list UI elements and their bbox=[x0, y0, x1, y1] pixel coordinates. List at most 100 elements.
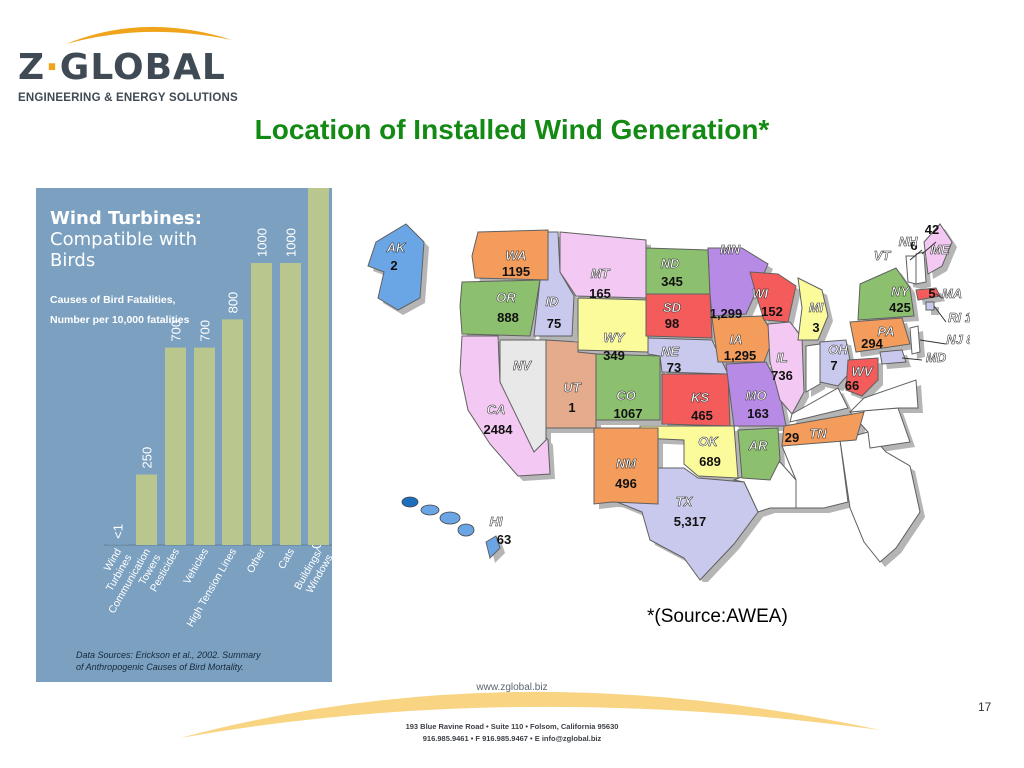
map-labels: AK2WA1195OR888ID75MT165ND345MN1,299WI152… bbox=[385, 222, 970, 547]
state-ny bbox=[857, 267, 915, 321]
leader-line bbox=[909, 249, 923, 261]
state-abbr-label: IA bbox=[730, 332, 743, 347]
state-abbr-label: PA bbox=[877, 324, 894, 339]
state-capacity-label: 2484 bbox=[484, 422, 514, 437]
state-abbr-label: IL bbox=[776, 350, 788, 365]
category-label: Other bbox=[245, 546, 269, 575]
state-il bbox=[767, 321, 805, 415]
state-abbr-label: MI bbox=[809, 300, 824, 315]
state-capacity-label: 345 bbox=[661, 274, 683, 289]
state-abbr-label: OH bbox=[828, 342, 848, 357]
source-note: *(Source:AWEA) bbox=[647, 606, 788, 627]
leader-line bbox=[935, 293, 943, 299]
state-ri bbox=[925, 301, 935, 311]
state-capacity-label: 1195 bbox=[502, 264, 530, 279]
hawaii-island bbox=[401, 496, 419, 508]
state-abbr-label: KS bbox=[691, 390, 709, 405]
state-abbr-label: MT bbox=[591, 266, 611, 281]
category-label: Cats bbox=[276, 547, 297, 572]
bird-fatality-panel: 010005000<125070070080010001000WindTurbi… bbox=[36, 188, 332, 682]
state-abbr-label: NH bbox=[899, 234, 918, 249]
state-nh bbox=[915, 251, 927, 285]
category-label: Buildings/Windows bbox=[292, 546, 332, 595]
logo-tagline: ENGINEERING & ENERGY SOLUTIONS bbox=[18, 92, 238, 104]
state-abbr-label: OK bbox=[698, 434, 719, 449]
panel-subtitle: Causes of Bird Fatalities, Number per 10… bbox=[50, 290, 250, 330]
state-abbr-label: CO bbox=[616, 388, 636, 403]
leader-line bbox=[919, 339, 947, 345]
hawaii-island bbox=[420, 504, 440, 516]
state-capacity-label: 465 bbox=[691, 408, 713, 423]
state-capacity-label: 66 bbox=[845, 378, 859, 393]
panel-title-line-2: Compatible with bbox=[50, 229, 198, 250]
state-abbr-label: AR bbox=[748, 438, 768, 453]
state-capacity-label: 294 bbox=[861, 336, 883, 351]
category-label-line: Cats bbox=[276, 547, 297, 572]
state-md bbox=[879, 349, 907, 365]
state-capacity-label: 73 bbox=[667, 360, 681, 375]
panel-title-bold: Wind Turbines: bbox=[50, 208, 202, 229]
state-abbr-label: RI 1 bbox=[948, 310, 970, 325]
bar-3 bbox=[194, 347, 215, 545]
state-mt bbox=[559, 231, 647, 299]
y-tick-label: 0 bbox=[309, 541, 324, 548]
bar-value-label: <1 bbox=[111, 524, 126, 539]
footer-address: 193 Blue Ravine Road • Suite 110 • Folso… bbox=[0, 721, 1024, 745]
leader-line bbox=[921, 241, 937, 255]
state-capacity-label: 888 bbox=[497, 310, 519, 325]
state-capacity-label: 7 bbox=[830, 358, 837, 373]
state-nm bbox=[593, 427, 659, 505]
state-abbr-label: MN bbox=[720, 242, 741, 257]
state-nj bbox=[909, 325, 921, 355]
state-abbr-label: NE bbox=[661, 344, 679, 359]
logo-wordmark: Z·GLOBAL bbox=[18, 47, 226, 88]
state-abbr-label: ND bbox=[661, 256, 680, 271]
leader-line bbox=[933, 305, 947, 323]
state-capacity-label: 496 bbox=[615, 476, 637, 491]
bar-2 bbox=[165, 347, 186, 545]
state-capacity-label: 42 bbox=[925, 222, 939, 237]
bar-6 bbox=[280, 263, 301, 545]
panel-footnote-line-2: of Anthropogenic Causes of Bird Mortalit… bbox=[76, 662, 244, 672]
panel-title: Wind Turbines: Compatible with Birds bbox=[50, 208, 202, 271]
category-label: Vehicles bbox=[181, 547, 211, 587]
state-me bbox=[923, 223, 953, 275]
state-capacity-label: 5 bbox=[928, 286, 935, 301]
state-capacity-label: 736 bbox=[771, 368, 793, 383]
state-abbr-label: OR bbox=[496, 290, 516, 305]
state-mn bbox=[707, 247, 769, 317]
state-vt bbox=[905, 255, 917, 285]
state-capacity-label: 3 bbox=[812, 320, 819, 335]
bar-value-label: 1000 bbox=[284, 228, 299, 257]
map-states bbox=[367, 223, 953, 581]
state-abbr-label: SD bbox=[663, 300, 682, 315]
bar-value-label: 800 bbox=[226, 292, 241, 314]
panel-title-line-3: Birds bbox=[50, 250, 96, 271]
company-logo: Z·GLOBAL ENGINEERING & ENERGY SOLUTIONS bbox=[14, 18, 254, 110]
state-hi bbox=[485, 535, 501, 559]
state-abbr-label: ME bbox=[930, 242, 950, 257]
state-oh bbox=[819, 339, 853, 387]
state-capacity-label: 1,299 bbox=[710, 306, 743, 321]
state-abbr-label: ID bbox=[546, 294, 560, 309]
bar-1 bbox=[136, 474, 157, 545]
bar-4 bbox=[222, 319, 243, 545]
state-capacity-label: 98 bbox=[665, 316, 679, 331]
state-capacity-label: 75 bbox=[547, 316, 561, 331]
state-unlabeled bbox=[789, 387, 849, 423]
state-abbr-label: WV bbox=[852, 364, 874, 379]
state-abbr-label: MA bbox=[942, 286, 962, 301]
state-pa bbox=[849, 317, 911, 353]
state-ak bbox=[367, 223, 425, 311]
state-abbr-label: HI bbox=[490, 514, 503, 529]
bar-7 bbox=[308, 188, 329, 545]
footer-swoosh bbox=[180, 691, 880, 738]
state-abbr-label: NJ 8 bbox=[946, 332, 970, 347]
state-abbr-label: AK bbox=[386, 240, 407, 255]
state-capacity-label: 5,317 bbox=[674, 514, 707, 529]
logo-swoosh bbox=[66, 26, 232, 44]
state-abbr-label: WY bbox=[604, 330, 626, 345]
state-or bbox=[459, 279, 541, 337]
state-unlabeled bbox=[848, 379, 919, 413]
state-ma bbox=[915, 287, 941, 301]
